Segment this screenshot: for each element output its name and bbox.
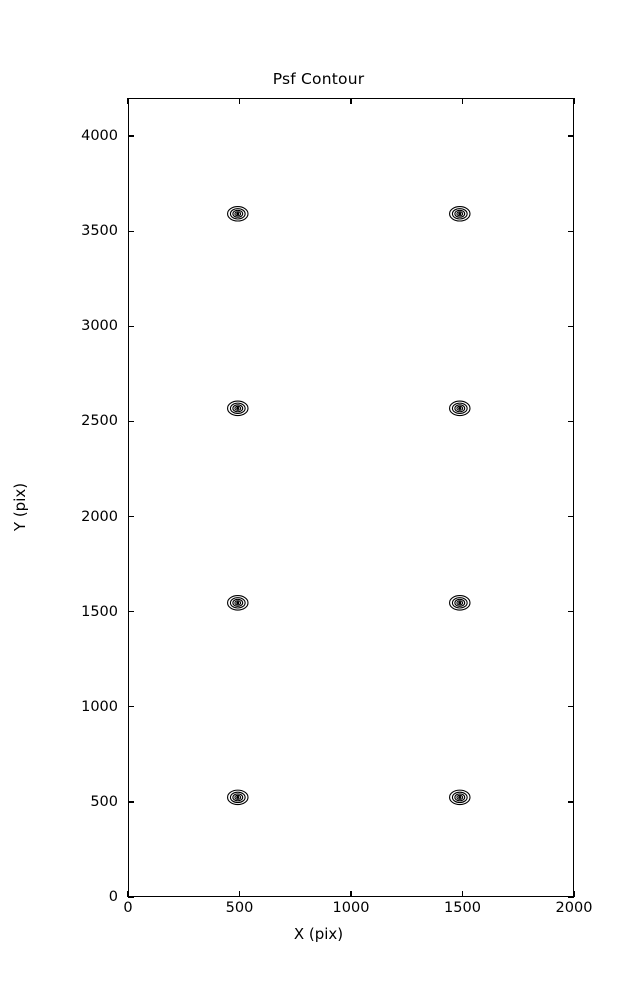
psf-contour-ring bbox=[449, 400, 471, 417]
x-axis-label: X (pix) bbox=[293, 925, 344, 943]
y-tick-mark bbox=[128, 230, 134, 232]
psf-contour-ring bbox=[454, 793, 466, 802]
y-tick-mark bbox=[568, 420, 574, 423]
psf-contour-ring bbox=[451, 208, 468, 220]
y-tick-label: 4000 bbox=[81, 128, 118, 145]
psf-contour-ring bbox=[236, 601, 240, 605]
psf-contour-ring bbox=[232, 404, 244, 413]
y-tick-mark bbox=[568, 610, 574, 613]
y-tick-mark bbox=[568, 706, 574, 708]
psf-contour-ring bbox=[458, 212, 462, 216]
psf-contour-ring bbox=[454, 209, 466, 218]
x-tick-mark bbox=[127, 98, 129, 104]
x-tick-mark bbox=[350, 98, 352, 104]
psf-contour-ring bbox=[234, 405, 242, 411]
y-tick-mark bbox=[128, 515, 134, 518]
x-tick-label: 1000 bbox=[332, 900, 370, 916]
psf-contour-ring bbox=[449, 789, 471, 806]
psf-contour-ring bbox=[227, 595, 249, 611]
psf-contour-ring bbox=[232, 793, 244, 802]
y-tick-label: 3500 bbox=[81, 223, 118, 240]
psf-contour-ring bbox=[456, 211, 464, 217]
y-tick-label: 2000 bbox=[81, 508, 118, 525]
psf-contour-ring bbox=[456, 600, 464, 606]
psf-contour-ring bbox=[451, 402, 468, 415]
psf-contour-ring bbox=[449, 206, 471, 222]
y-tick-mark bbox=[568, 801, 574, 803]
psf-contour-ring bbox=[229, 791, 246, 804]
psf-contour-ring bbox=[229, 597, 246, 609]
psf-contour-ring bbox=[451, 597, 468, 609]
y-tick-mark bbox=[128, 896, 134, 898]
y-tick-mark bbox=[128, 706, 134, 708]
x-tick-mark bbox=[238, 891, 241, 897]
psf-contour-ring bbox=[227, 789, 249, 806]
psf-contour-ring bbox=[454, 404, 466, 413]
y-tick-label: 0 bbox=[108, 889, 118, 905]
psf-contour-ring bbox=[456, 405, 464, 411]
y-tick-mark bbox=[128, 135, 134, 137]
x-tick-label: 500 bbox=[225, 900, 254, 916]
psf-contour-ring bbox=[456, 794, 464, 800]
y-tick-mark bbox=[128, 420, 134, 423]
x-tick-mark bbox=[461, 891, 464, 897]
x-tick-mark bbox=[350, 891, 352, 897]
psf-contour-ring bbox=[229, 402, 246, 415]
psf-contour-ring bbox=[458, 406, 462, 410]
y-tick-label: 500 bbox=[90, 793, 118, 810]
psf-contour-ring bbox=[458, 795, 462, 799]
x-tick-mark bbox=[573, 98, 575, 104]
y-tick-mark bbox=[568, 896, 574, 898]
psf-contour-ring bbox=[227, 400, 249, 417]
y-tick-mark bbox=[568, 230, 574, 232]
x-tick-mark bbox=[238, 98, 241, 104]
psf-contour-ring bbox=[229, 208, 246, 220]
x-tick-mark bbox=[573, 891, 575, 897]
y-tick-label: 1500 bbox=[81, 603, 118, 620]
y-tick-mark bbox=[128, 610, 134, 613]
psf-contour-ring bbox=[236, 212, 240, 216]
page-title: Psf Contour bbox=[272, 70, 365, 88]
psf-contour-ring bbox=[236, 795, 240, 799]
psf-contour-ring bbox=[232, 209, 244, 218]
psf-contour-ring bbox=[458, 601, 462, 605]
x-tick-mark bbox=[461, 98, 464, 104]
y-tick-mark bbox=[128, 801, 134, 803]
plot-area bbox=[128, 98, 574, 897]
psf-contour-ring bbox=[234, 600, 242, 606]
psf-contour-ring bbox=[236, 406, 240, 410]
y-tick-label: 3000 bbox=[81, 318, 118, 335]
x-tick-label: 1500 bbox=[444, 900, 481, 916]
y-tick-mark bbox=[128, 325, 134, 327]
psf-contour-ring bbox=[449, 595, 471, 611]
psf-contour-ring bbox=[451, 791, 468, 804]
x-tick-label: 0 bbox=[123, 900, 133, 916]
psf-contour-ring bbox=[234, 794, 242, 800]
x-tick-mark bbox=[127, 891, 129, 897]
contour-plot-svg bbox=[227, 206, 471, 806]
y-tick-mark bbox=[568, 515, 574, 518]
psf-contour-ring bbox=[227, 206, 249, 222]
y-tick-mark bbox=[568, 135, 574, 137]
y-tick-label: 1000 bbox=[81, 698, 118, 715]
psf-contour-ring bbox=[232, 598, 244, 607]
y-axis-label: Y (pix) bbox=[11, 482, 29, 532]
y-tick-label: 2500 bbox=[81, 413, 118, 430]
x-tick-label: 2000 bbox=[555, 900, 593, 916]
y-tick-mark bbox=[568, 325, 574, 327]
psf-contour-ring bbox=[454, 598, 466, 607]
psf-contour-ring bbox=[234, 211, 242, 217]
